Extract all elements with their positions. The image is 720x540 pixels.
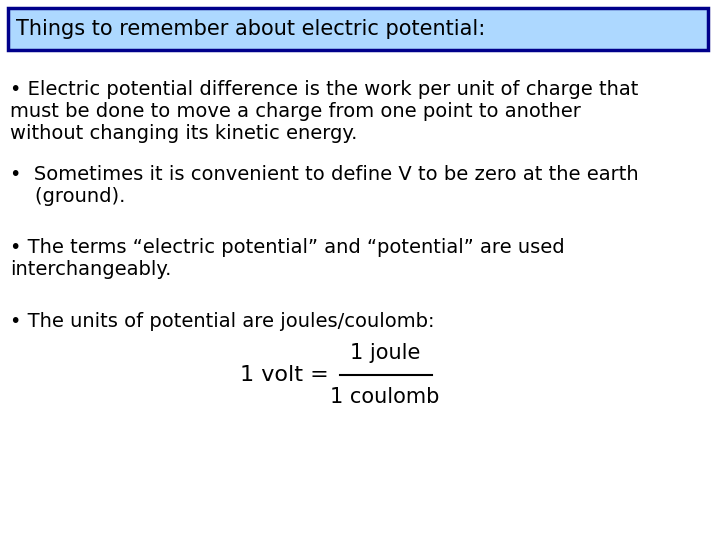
Text: 1 joule: 1 joule <box>350 343 420 363</box>
Text: • Electric potential difference is the work per unit of charge that: • Electric potential difference is the w… <box>10 80 639 99</box>
Text: (ground).: (ground). <box>10 187 125 206</box>
Text: 1 volt =: 1 volt = <box>240 365 336 385</box>
Text: without changing its kinetic energy.: without changing its kinetic energy. <box>10 124 357 143</box>
Text: must be done to move a charge from one point to another: must be done to move a charge from one p… <box>10 102 581 121</box>
Text: interchangeably.: interchangeably. <box>10 260 171 279</box>
Text: Things to remember about electric potential:: Things to remember about electric potent… <box>16 19 485 39</box>
Text: • The terms “electric potential” and “potential” are used: • The terms “electric potential” and “po… <box>10 238 564 257</box>
Text: •  Sometimes it is convenient to define V to be zero at the earth: • Sometimes it is convenient to define V… <box>10 165 639 184</box>
Text: • The units of potential are joules/coulomb:: • The units of potential are joules/coul… <box>10 312 434 331</box>
FancyBboxPatch shape <box>8 8 708 50</box>
Text: 1 coulomb: 1 coulomb <box>330 387 440 407</box>
